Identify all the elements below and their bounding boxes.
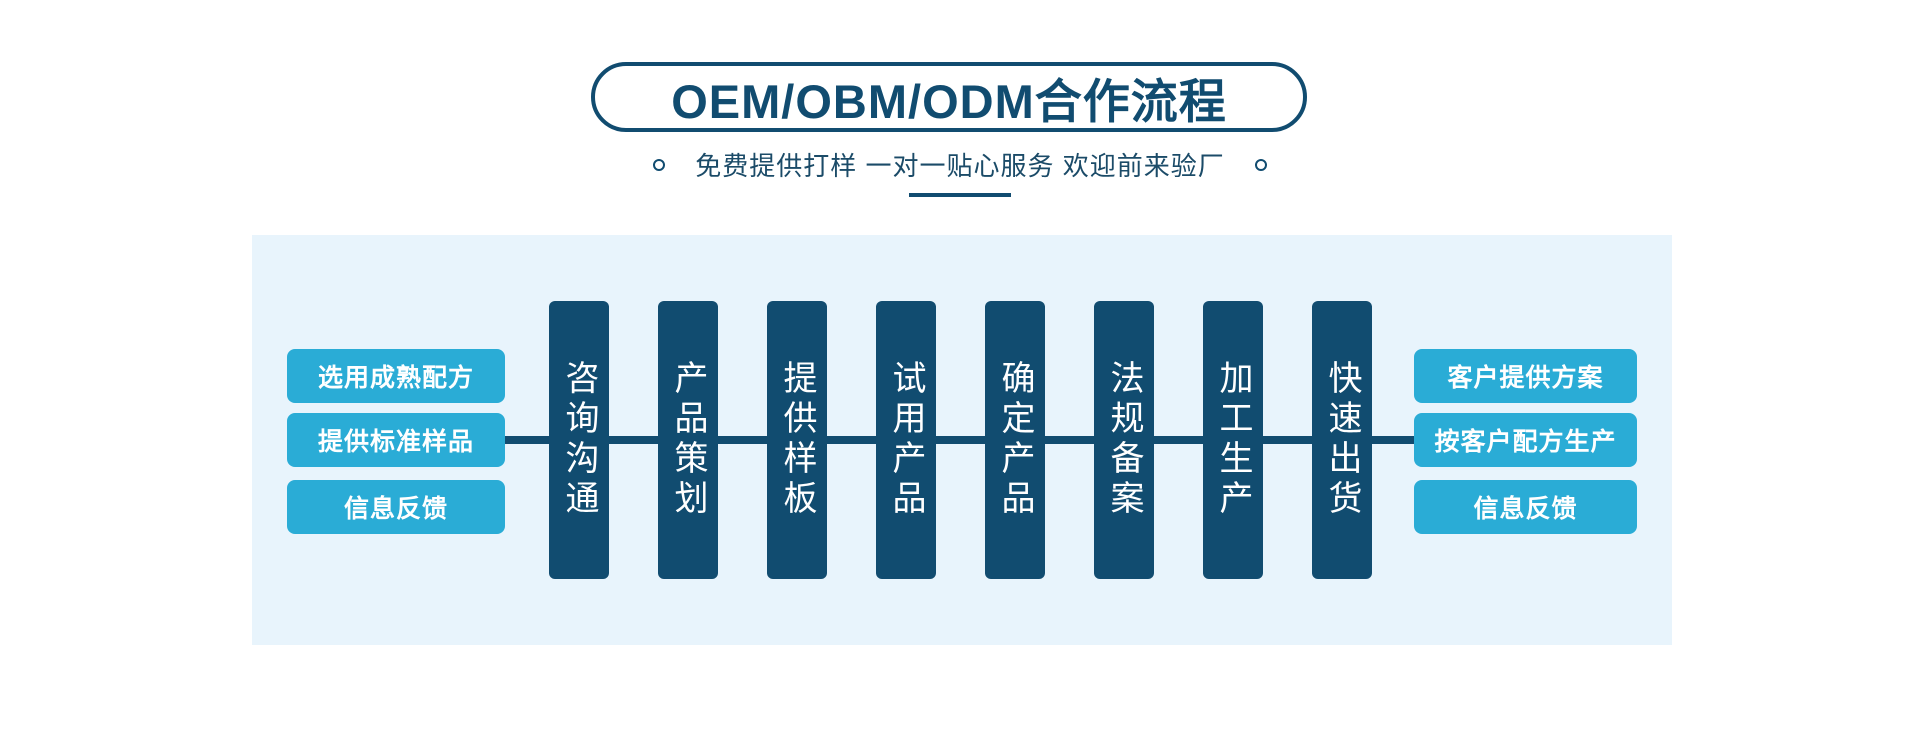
flow-step-label: 试用产品 <box>887 360 925 520</box>
flow-panel: 选用成熟配方 提供标准样品 信息反馈 咨询沟通 产品策划 提供样板 试用产品 确… <box>252 235 1672 645</box>
flow-step-bar: 提供样板 <box>767 301 827 579</box>
page-title: OEM/OBM/ODM合作流程 <box>671 74 1227 128</box>
flow-step-bar: 快速出货 <box>1312 301 1372 579</box>
page-subtitle: 免费提供打样 一对一贴心服务 欢迎前来验厂 <box>695 151 1225 181</box>
subtitle-row: 免费提供打样 一对一贴心服务 欢迎前来验厂 <box>0 146 1920 183</box>
flow-left-item: 提供标准样品 <box>287 413 505 467</box>
flow-left-item-label: 选用成熟配方 <box>317 364 474 392</box>
flow-right-item-label: 按客户配方生产 <box>1434 428 1617 456</box>
flow-step-bar: 产品策划 <box>658 301 718 579</box>
flow-right-item: 按客户配方生产 <box>1414 413 1637 467</box>
title-pill: OEM/OBM/ODM合作流程 <box>591 62 1307 132</box>
flow-right-item-label: 客户提供方案 <box>1447 364 1604 392</box>
subtitle-underline <box>909 193 1011 197</box>
flow-connector-line <box>505 436 1414 444</box>
flow-left-item: 信息反馈 <box>287 480 505 534</box>
flow-left-item-label: 提供标准样品 <box>317 428 474 456</box>
flow-step-label: 加工生产 <box>1214 360 1252 520</box>
flow-right-item: 信息反馈 <box>1414 480 1637 534</box>
flow-step-bar: 法规备案 <box>1094 301 1154 579</box>
flow-step-label: 提供样板 <box>778 360 816 520</box>
flow-step-label: 确定产品 <box>996 360 1034 520</box>
flow-right-item-label: 信息反馈 <box>1473 495 1578 523</box>
flow-step-label: 法规备案 <box>1105 360 1143 520</box>
flow-step-label: 产品策划 <box>669 360 707 520</box>
flow-step-bar: 加工生产 <box>1203 301 1263 579</box>
flow-left-item: 选用成熟配方 <box>287 349 505 403</box>
flow-right-item: 客户提供方案 <box>1414 349 1637 403</box>
flow-step-bar: 咨询沟通 <box>549 301 609 579</box>
flow-step-label: 快速出货 <box>1323 360 1361 520</box>
flow-step-bar: 确定产品 <box>985 301 1045 579</box>
flow-left-item-label: 信息反馈 <box>343 495 448 523</box>
ring-right-icon <box>1254 158 1267 171</box>
flow-step-bar: 试用产品 <box>876 301 936 579</box>
flow-step-label: 咨询沟通 <box>560 360 598 520</box>
ring-left-icon <box>653 158 666 171</box>
